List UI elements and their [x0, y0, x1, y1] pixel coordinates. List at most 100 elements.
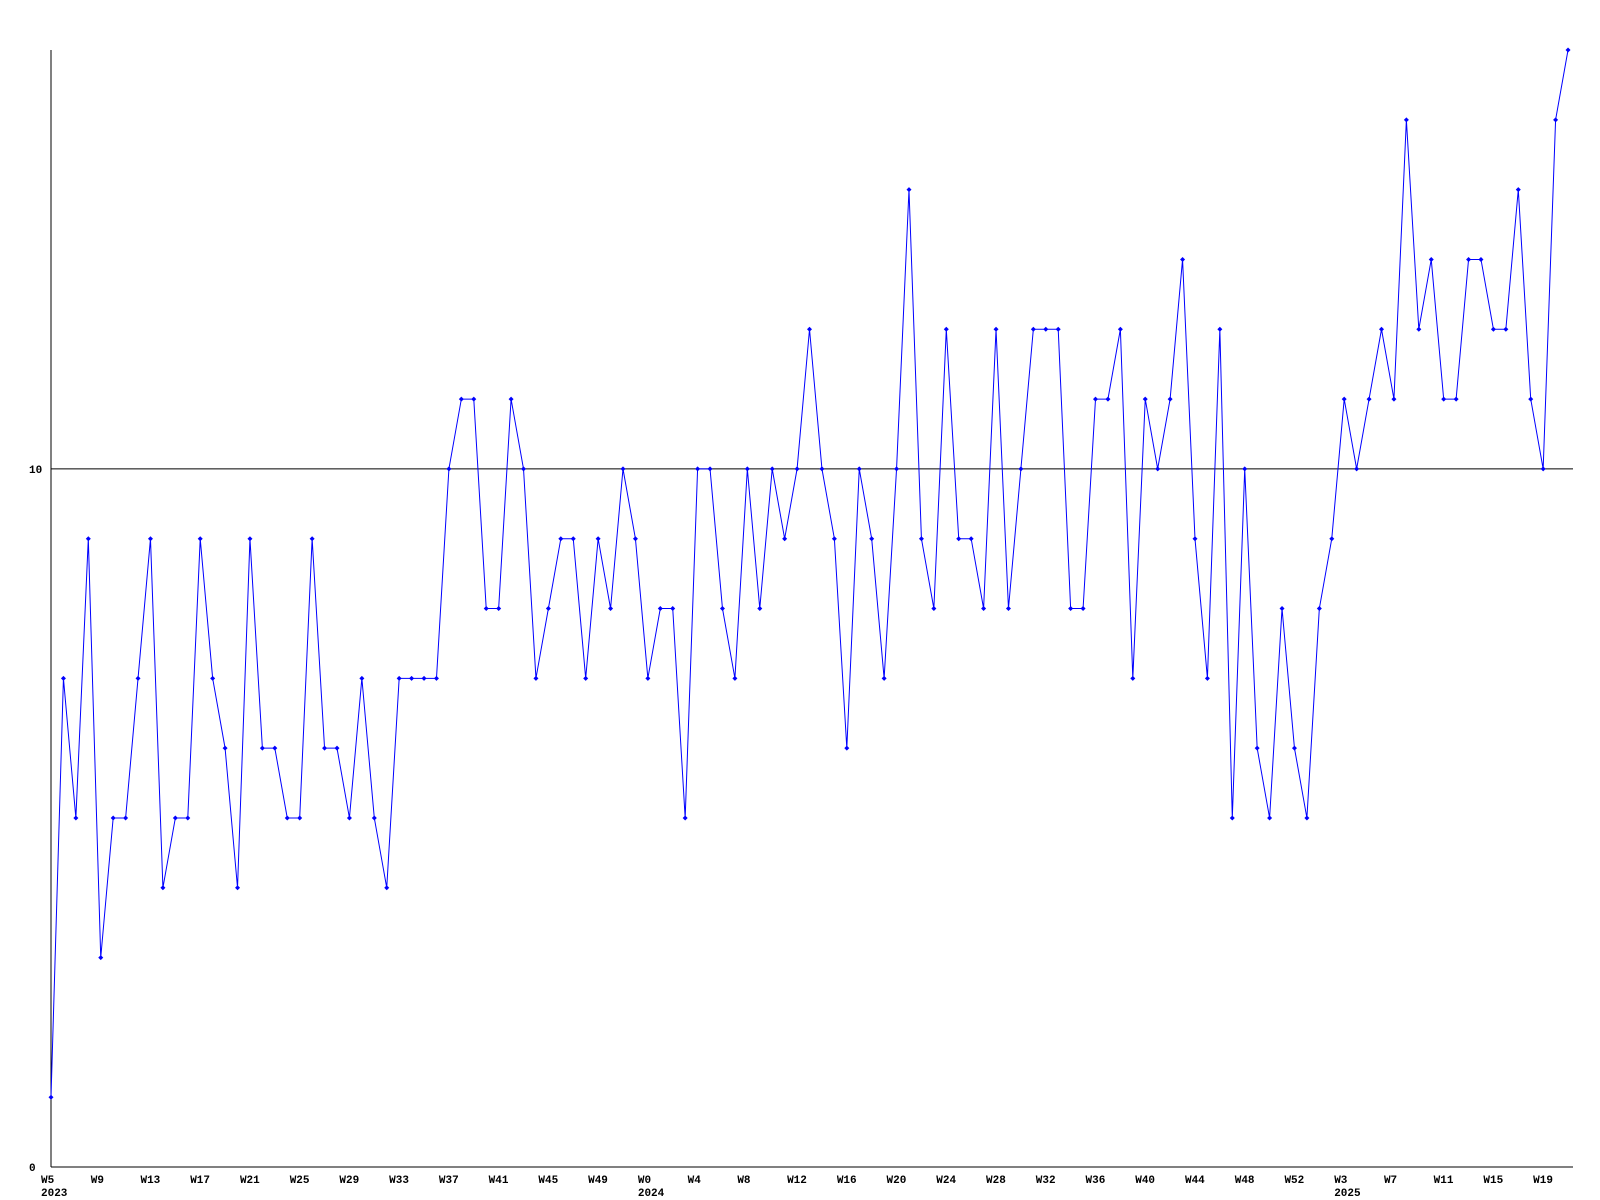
x-tick-label: W7	[1384, 1175, 1397, 1187]
point-marker	[993, 326, 999, 332]
point-marker	[272, 745, 278, 751]
point-marker	[110, 815, 116, 821]
x-tick-label: W33	[389, 1175, 409, 1187]
point-marker	[1403, 117, 1409, 123]
point-marker	[844, 745, 850, 751]
point-marker	[172, 815, 178, 821]
point-marker	[831, 536, 837, 542]
point-marker	[645, 675, 651, 681]
point-marker	[1204, 675, 1210, 681]
point-marker	[732, 675, 738, 681]
point-marker	[60, 675, 66, 681]
year-label: 2024	[638, 1188, 665, 1200]
x-tick-label: W21	[240, 1175, 260, 1187]
point-marker	[48, 1094, 54, 1100]
point-marker	[707, 466, 713, 472]
x-tick-label: W45	[538, 1175, 558, 1187]
point-marker	[98, 955, 104, 961]
x-tick-label: W8	[737, 1175, 751, 1187]
point-marker	[1242, 466, 1248, 472]
point-marker	[968, 536, 974, 542]
point-marker	[1093, 396, 1099, 402]
point-marker	[396, 675, 402, 681]
y-tick-label: 0	[29, 1163, 36, 1175]
point-marker	[235, 885, 241, 891]
point-marker	[1466, 256, 1472, 262]
point-marker	[1142, 396, 1148, 402]
point-marker	[620, 466, 626, 472]
point-marker	[918, 536, 924, 542]
point-marker	[185, 815, 191, 821]
point-marker	[471, 396, 477, 402]
point-marker	[1055, 326, 1061, 332]
line	[50, 49, 1569, 1098]
point-marker	[533, 675, 539, 681]
point-marker	[1180, 256, 1186, 262]
point-marker	[1528, 396, 1534, 402]
point-marker	[570, 536, 576, 542]
point-marker	[869, 536, 875, 542]
point-marker	[1304, 815, 1310, 821]
point-marker	[881, 675, 887, 681]
point-marker	[446, 466, 452, 472]
point-marker	[856, 466, 862, 472]
point-marker	[1229, 815, 1235, 821]
x-tick-label: W36	[1086, 1175, 1106, 1187]
point-marker	[1030, 326, 1036, 332]
point-marker	[1540, 466, 1546, 472]
x-tick-label: W32	[1036, 1175, 1056, 1187]
x-tick-label: W28	[986, 1175, 1006, 1187]
x-tick-label: W41	[489, 1175, 509, 1187]
point-marker	[1005, 606, 1011, 611]
x-tick-label: W48	[1235, 1175, 1255, 1187]
point-marker	[1441, 396, 1447, 402]
point-marker	[1105, 396, 1111, 402]
point-marker	[769, 466, 775, 472]
point-marker	[346, 815, 352, 821]
point-marker	[1117, 326, 1123, 332]
point-marker	[670, 606, 676, 611]
point-marker	[1565, 47, 1571, 53]
point-marker	[906, 187, 912, 193]
y-tick-label: 10	[29, 465, 42, 477]
point-marker	[85, 536, 91, 542]
point-marker	[558, 536, 564, 542]
year-label: 2025	[1334, 1188, 1361, 1200]
point-marker	[1478, 256, 1484, 262]
point-marker	[1217, 326, 1223, 332]
point-marker	[1130, 675, 1136, 681]
point-marker	[744, 466, 750, 472]
point-marker	[1155, 466, 1161, 472]
point-marker	[1453, 396, 1459, 402]
x-tick-label: W11	[1434, 1175, 1454, 1187]
x-tick-label: W44	[1185, 1175, 1205, 1187]
point-marker	[483, 606, 489, 611]
point-marker	[657, 606, 663, 611]
point-marker	[981, 606, 987, 611]
point-marker	[210, 675, 216, 681]
point-marker	[508, 396, 514, 402]
point-marker	[807, 326, 813, 332]
point-marker	[1018, 466, 1024, 472]
x-tick-label: W29	[339, 1175, 359, 1187]
point-marker	[956, 536, 962, 542]
point-marker	[719, 606, 725, 611]
point-marker	[1279, 606, 1285, 611]
x-tick-label: W15	[1483, 1175, 1503, 1187]
point-marker	[695, 466, 701, 472]
point-marker	[334, 745, 340, 751]
x-tick-label: W40	[1135, 1175, 1155, 1187]
point-marker	[1553, 117, 1559, 123]
point-marker	[433, 675, 439, 681]
point-marker	[583, 675, 589, 681]
point-marker	[222, 745, 228, 751]
point-marker	[782, 536, 788, 542]
point-marker	[1316, 606, 1322, 611]
point-marker	[682, 815, 688, 821]
point-marker	[545, 606, 551, 611]
point-marker	[160, 885, 166, 891]
point-marker	[297, 815, 303, 821]
point-marker	[1416, 326, 1422, 332]
point-marker	[123, 815, 129, 821]
x-tick-label: W0	[638, 1175, 651, 1187]
